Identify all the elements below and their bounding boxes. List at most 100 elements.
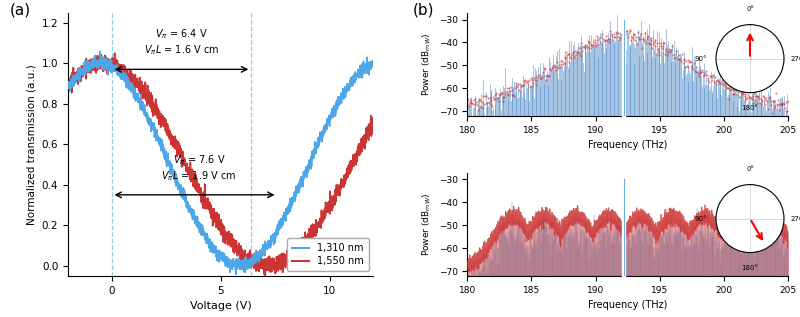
Point: [585, 42, 598, 47]
Point: [481, 100, 494, 106]
Point: [716, 78, 729, 83]
Point: [480, 100, 493, 105]
Point: [532, 72, 545, 77]
Point: [593, 36, 606, 41]
Point: [544, 66, 557, 71]
Point: [598, 37, 611, 42]
Point: [668, 51, 681, 56]
Point: [765, 103, 778, 108]
Point: [681, 58, 694, 63]
Point: [658, 40, 670, 45]
Point: [510, 80, 522, 85]
Point: [531, 78, 544, 83]
Point: [710, 79, 722, 84]
Point: [697, 69, 710, 74]
Point: [718, 80, 731, 85]
Point: [526, 77, 539, 82]
Point: [622, 34, 634, 39]
Point: [515, 84, 528, 89]
Point: [540, 78, 553, 83]
Point: [690, 64, 702, 69]
Point: [580, 43, 593, 48]
Point: [751, 94, 764, 99]
Point: [581, 45, 594, 50]
Point: [558, 60, 570, 65]
Point: [778, 106, 791, 111]
Point: [520, 79, 533, 84]
Point: [703, 80, 716, 85]
Point: [728, 92, 741, 97]
Point: [470, 99, 482, 104]
Point: [638, 31, 651, 36]
Point: [732, 89, 745, 94]
Point: [702, 75, 714, 81]
Point: [775, 102, 788, 107]
Point: [516, 82, 529, 87]
Point: [579, 45, 592, 50]
Point: [571, 50, 584, 55]
Point: [547, 64, 560, 69]
Point: [662, 49, 674, 54]
Point: [763, 99, 776, 104]
Point: [760, 96, 773, 101]
Point: [587, 39, 600, 44]
Point: [719, 82, 732, 87]
Point: [620, 32, 633, 37]
Point: [605, 32, 618, 37]
Point: [461, 99, 474, 104]
Point: [722, 85, 734, 90]
Point: [698, 72, 710, 77]
Point: [727, 88, 740, 93]
Point: [651, 47, 664, 52]
Point: [706, 77, 719, 82]
Point: [778, 101, 790, 107]
Point: [524, 85, 537, 90]
Point: [636, 36, 649, 41]
Point: [635, 46, 648, 51]
Point: [538, 66, 550, 71]
Point: [463, 99, 476, 104]
Point: [690, 70, 703, 75]
Point: [718, 83, 730, 88]
Text: (b): (b): [413, 2, 434, 17]
Point: [769, 103, 782, 108]
Point: [750, 100, 763, 105]
Point: [616, 41, 629, 46]
Point: [662, 47, 675, 52]
Point: [546, 63, 559, 68]
Point: [498, 91, 511, 96]
Point: [488, 97, 501, 102]
Point: [583, 40, 596, 45]
Point: [643, 41, 656, 46]
Point: [554, 64, 566, 69]
Point: [671, 56, 684, 61]
Point: [619, 29, 632, 34]
Point: [466, 101, 479, 106]
Point: [576, 49, 589, 54]
Point: [504, 85, 517, 90]
Point: [569, 49, 582, 54]
Point: [682, 65, 694, 70]
Point: [694, 70, 706, 75]
Point: [646, 42, 659, 47]
Point: [661, 49, 674, 54]
Point: [634, 32, 647, 37]
Point: [633, 35, 646, 40]
Point: [607, 34, 620, 39]
Point: [626, 35, 638, 40]
Point: [550, 68, 562, 73]
Point: [654, 41, 666, 46]
Point: [582, 40, 595, 45]
Point: [586, 44, 599, 49]
Point: [615, 31, 628, 36]
Point: [572, 50, 585, 55]
Point: [647, 39, 660, 44]
Point: [717, 80, 730, 85]
Point: [644, 35, 657, 40]
Point: [642, 34, 654, 39]
X-axis label: Voltage (V): Voltage (V): [190, 301, 251, 311]
Point: [606, 37, 619, 42]
Point: [738, 93, 751, 98]
Point: [575, 53, 588, 58]
Point: [472, 98, 485, 103]
